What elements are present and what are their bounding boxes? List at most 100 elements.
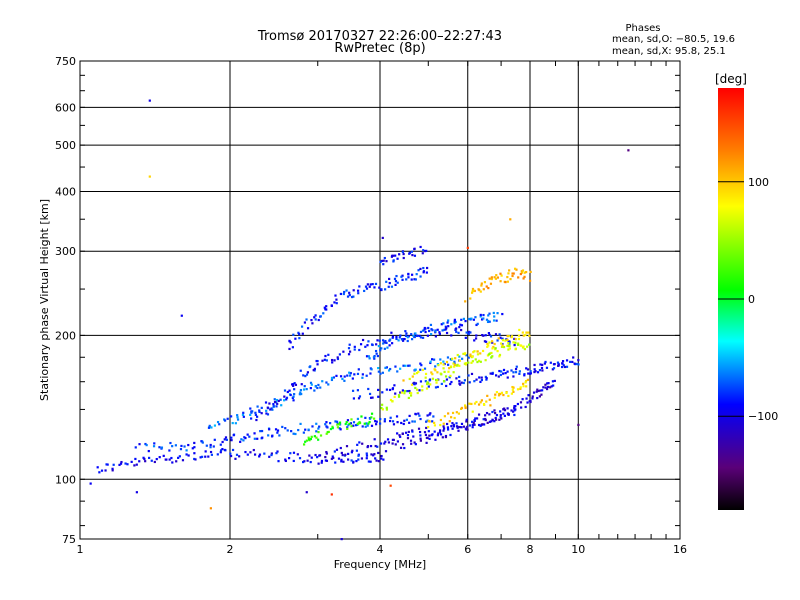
data-point — [309, 387, 312, 390]
data-point — [525, 331, 528, 334]
data-point — [414, 386, 417, 390]
data-point — [575, 362, 578, 366]
data-point — [430, 333, 433, 336]
data-point — [336, 356, 339, 359]
data-point — [487, 314, 490, 317]
data-point — [476, 322, 479, 325]
data-point — [334, 294, 337, 297]
data-point — [537, 389, 540, 393]
data-point — [330, 376, 334, 380]
data-point — [511, 274, 514, 278]
data-point — [488, 341, 491, 344]
data-point — [421, 368, 425, 372]
data-point — [411, 375, 414, 378]
data-point — [440, 323, 443, 326]
data-point — [487, 332, 491, 335]
data-point — [460, 422, 464, 425]
data-point — [264, 401, 268, 404]
data-point — [380, 406, 383, 410]
data-point — [419, 362, 422, 365]
data-point — [425, 441, 428, 444]
data-point — [130, 460, 133, 463]
data-point — [376, 445, 379, 448]
data-point — [539, 389, 542, 392]
data-point — [353, 373, 356, 376]
data-point — [400, 391, 404, 394]
data-point — [439, 358, 442, 361]
y-tick-label: 500 — [55, 139, 76, 152]
data-point — [491, 372, 494, 375]
data-point — [480, 282, 483, 285]
data-point — [225, 438, 228, 441]
data-point — [292, 432, 295, 435]
data-point — [444, 435, 448, 439]
data-point — [453, 365, 456, 368]
data-point — [298, 333, 301, 336]
data-point — [446, 321, 449, 324]
data-point — [268, 428, 271, 431]
data-point — [500, 417, 503, 420]
data-point — [501, 312, 504, 316]
data-point — [360, 457, 364, 460]
data-point — [218, 423, 221, 426]
data-point — [447, 363, 450, 366]
data-point — [134, 446, 137, 449]
data-point — [408, 421, 411, 424]
data-point — [529, 400, 532, 404]
data-point — [361, 373, 364, 376]
data-point — [526, 401, 529, 404]
data-point — [299, 369, 302, 372]
data-point — [391, 342, 394, 345]
data-point — [385, 260, 388, 263]
data-point — [410, 333, 413, 336]
data-point — [314, 318, 317, 321]
data-point — [250, 411, 253, 414]
data-point — [360, 415, 363, 418]
data-point — [428, 420, 431, 423]
data-point — [426, 334, 429, 337]
data-point — [419, 368, 422, 371]
data-point — [491, 418, 494, 421]
data-point — [423, 367, 427, 370]
data-point — [495, 319, 498, 322]
data-point — [520, 270, 523, 273]
y-tick-label: 400 — [55, 185, 76, 198]
data-point — [419, 245, 422, 249]
data-point — [284, 427, 287, 430]
data-point — [361, 442, 364, 445]
data-point — [485, 378, 488, 381]
data-point — [386, 346, 389, 349]
data-point — [421, 336, 425, 339]
chart-subtitle: RwPretec (8p) — [334, 41, 425, 56]
data-point — [519, 387, 522, 390]
data-point — [571, 360, 574, 364]
data-point — [340, 451, 343, 455]
data-point — [297, 331, 300, 334]
data-point — [283, 389, 287, 392]
data-point — [484, 414, 487, 417]
data-point — [299, 391, 302, 394]
data-point — [352, 295, 355, 298]
data-point — [326, 431, 329, 434]
data-point — [193, 441, 196, 445]
data-point — [488, 312, 491, 315]
data-point — [395, 274, 398, 278]
data-point — [495, 391, 498, 394]
data-point — [347, 353, 351, 356]
data-point — [434, 438, 437, 441]
data-point — [519, 272, 522, 276]
data-point — [365, 457, 368, 460]
data-point — [429, 383, 432, 386]
data-point — [418, 334, 421, 338]
data-point-outlier — [180, 314, 183, 317]
data-point — [522, 382, 525, 385]
data-point — [379, 418, 382, 421]
data-point — [338, 423, 341, 426]
data-point — [525, 397, 528, 400]
data-point — [460, 318, 463, 321]
data-point — [456, 426, 459, 429]
data-point — [494, 393, 497, 396]
data-point — [358, 395, 362, 398]
data-point — [383, 256, 386, 260]
data-point — [168, 458, 171, 461]
